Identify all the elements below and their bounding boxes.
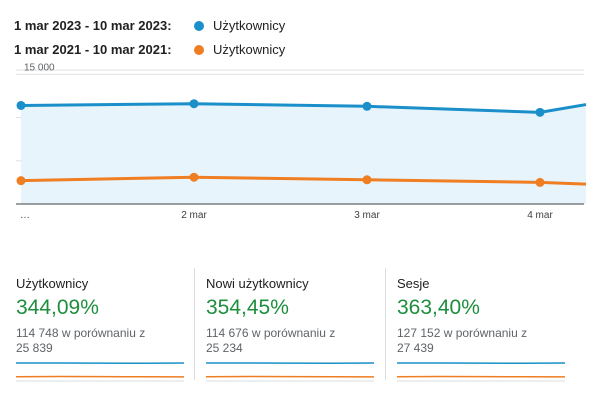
metric-compare-line1: 127 152 w porównaniu z (397, 326, 528, 340)
data-point (362, 175, 372, 185)
legend-label-previous: Użytkownicy (213, 42, 286, 57)
metric-compare-line2: 25 234 (206, 341, 243, 355)
metric-compare-line2: 27 439 (397, 341, 434, 355)
sparkline (16, 362, 185, 382)
legend-dot-icon (194, 21, 204, 31)
x-tick-label: … (20, 210, 30, 221)
metric-divider (385, 268, 386, 380)
metric-card-sessions[interactable]: Sesje 363,40% 127 152 w porównaniu z 27 … (397, 268, 569, 392)
data-point (16, 176, 26, 186)
legend-range-current: 1 mar 2023 - 10 mar 2023: (14, 18, 172, 33)
legend-item-current[interactable]: 1 mar 2023 - 10 mar 2023: Użytkownicy (14, 16, 574, 40)
x-tick-label: 3 mar (354, 210, 380, 221)
data-point (535, 107, 545, 117)
x-tick-label: 2 mar (181, 210, 207, 221)
metric-compare-line1: 114 748 w porównaniu z (16, 326, 146, 340)
metric-divider (194, 268, 195, 380)
metric-compare: 114 748 w porównaniu z 25 839 (16, 326, 186, 356)
sparkline (397, 362, 566, 382)
metric-title: Sesje (397, 276, 430, 291)
metric-value: 363,40% (397, 296, 480, 319)
legend-range-previous: 1 mar 2021 - 10 mar 2021: (14, 42, 172, 57)
data-point (16, 100, 26, 110)
sparkline (206, 362, 375, 382)
legend-label-current: Użytkownicy (213, 18, 286, 33)
series-area (21, 103, 586, 204)
chart-legend: 1 mar 2023 - 10 mar 2023: Użytkownicy 1 … (14, 16, 574, 64)
data-point (189, 99, 199, 109)
metric-title: Nowi użytkownicy (206, 276, 309, 291)
metric-compare: 127 152 w porównaniu z 27 439 (397, 326, 567, 356)
legend-dot-icon (194, 45, 204, 55)
metric-title: Użytkownicy (16, 276, 89, 291)
legend-item-previous[interactable]: 1 mar 2021 - 10 mar 2021: Użytkownicy (14, 40, 574, 64)
data-point (189, 172, 199, 182)
metric-value: 344,09% (16, 296, 99, 319)
metric-compare: 114 676 w porównaniu z 25 234 (206, 326, 376, 356)
metric-card-users[interactable]: Użytkownicy 344,09% 114 748 w porównaniu… (16, 268, 188, 392)
metric-card-new-users[interactable]: Nowi użytkownicy 354,45% 114 676 w porów… (206, 268, 378, 392)
metric-compare-line1: 114 676 w porównaniu z (206, 326, 336, 340)
y-tick-label: 15 000 (24, 62, 55, 73)
metric-value: 354,45% (206, 296, 289, 319)
metric-compare-line2: 25 839 (16, 341, 53, 355)
data-point (535, 177, 545, 187)
metrics-panel: Użytkownicy 344,09% 114 748 w porównaniu… (0, 262, 600, 400)
data-point (362, 101, 372, 111)
x-tick-label: 4 mar (527, 210, 553, 221)
